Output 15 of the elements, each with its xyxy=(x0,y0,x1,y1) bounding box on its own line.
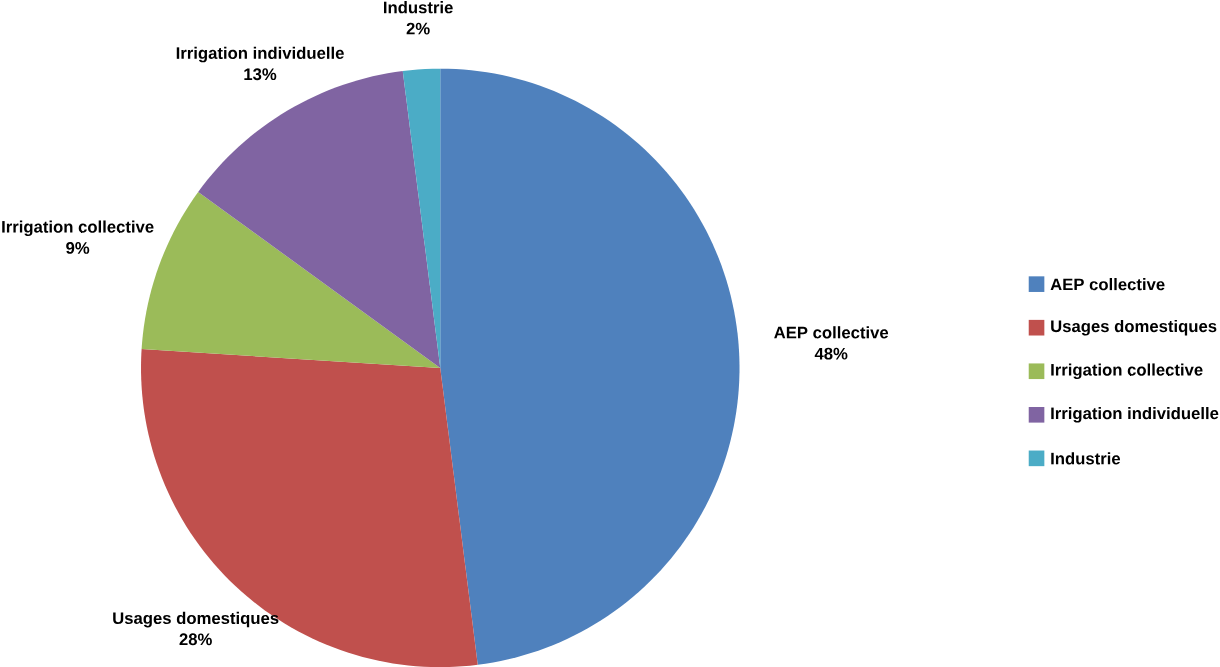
data-label: 2% xyxy=(406,22,430,35)
slice-label: Industrie xyxy=(383,1,453,14)
legend-label: Industrie xyxy=(1051,452,1121,465)
legend-label: AEP collective xyxy=(1050,277,1165,291)
data-label: 13% xyxy=(244,68,277,81)
slice-label: AEP collective xyxy=(774,326,889,339)
data-label: 28% xyxy=(179,633,212,646)
data-label: 9% xyxy=(66,241,90,254)
legend-label: Irrigation individuelle xyxy=(1051,406,1219,423)
data-label: 48% xyxy=(814,347,848,360)
slice-label: Irrigation collective xyxy=(2,220,154,237)
slice-label: Usages domestiques xyxy=(113,611,279,628)
legend-label: Usages domestiques xyxy=(1051,319,1217,336)
slice-label: Irrigation individuelle xyxy=(176,46,344,63)
legend-label: Irrigation collective xyxy=(1051,363,1203,379)
